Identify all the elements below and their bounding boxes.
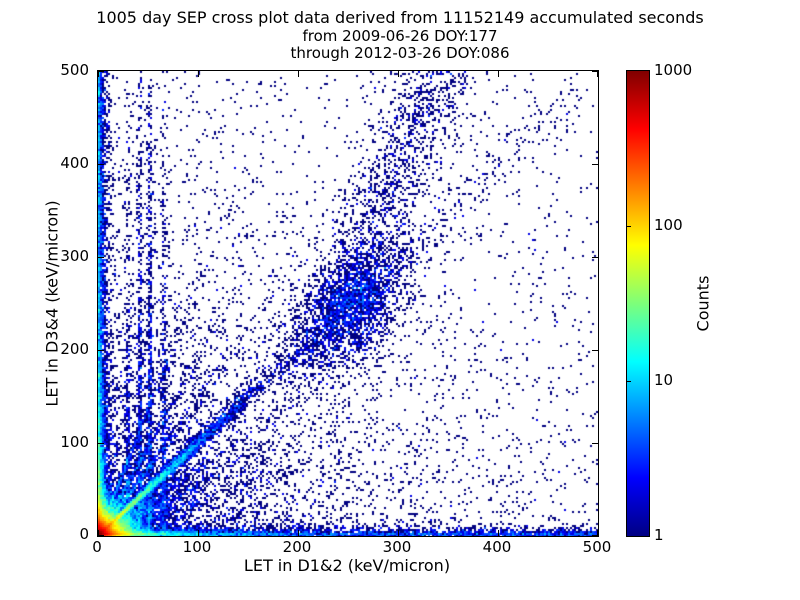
x-axis-label: LET in D1&2 (keV/micron) [243, 556, 451, 575]
x-tick-label: 0 [92, 538, 102, 556]
chart-subtitle-from: from 2009-06-26 DOY:177 [302, 27, 498, 45]
x-tick-label: 400 [482, 538, 512, 556]
tick-mark [592, 350, 598, 351]
colorbar [626, 70, 650, 537]
x-tick-label: 200 [282, 538, 312, 556]
tick-mark [597, 530, 598, 536]
tick-mark [592, 71, 598, 72]
x-tick-label: 100 [182, 538, 212, 556]
x-tick-label: 500 [582, 538, 612, 556]
tick-mark [98, 71, 104, 72]
tick-mark [298, 71, 299, 77]
tick-mark [592, 535, 598, 536]
tick-mark [98, 535, 104, 536]
tick-mark [592, 443, 598, 444]
tick-mark [98, 350, 104, 351]
colorbar-tick-label: 1 [654, 526, 664, 544]
y-tick-label: 0 [79, 525, 89, 543]
y-tick-label: 400 [60, 154, 89, 172]
tick-mark [498, 530, 499, 536]
tick-mark [597, 71, 598, 77]
y-tick-label: 500 [60, 61, 89, 79]
colorbar-tick-label: 100 [654, 216, 683, 234]
tick-mark [98, 530, 99, 536]
tick-mark [398, 530, 399, 536]
chart-title: 1005 day SEP cross plot data derived fro… [96, 8, 704, 27]
x-tick-label: 300 [382, 538, 412, 556]
tick-mark [298, 530, 299, 536]
tick-mark [98, 164, 104, 165]
colorbar-tick-mark [627, 381, 631, 382]
y-tick-label: 300 [60, 247, 89, 265]
colorbar-tick-label: 1000 [654, 61, 693, 79]
tick-mark [198, 530, 199, 536]
colorbar-label: Counts [693, 275, 713, 332]
tick-mark [498, 71, 499, 77]
tick-mark [198, 71, 199, 77]
chart-subtitle-through: through 2012-03-26 DOY:086 [290, 44, 510, 62]
colorbar-tick-mark [627, 226, 631, 227]
colorbar-tick-label: 10 [654, 371, 674, 389]
tick-mark [398, 71, 399, 77]
tick-mark [98, 257, 104, 258]
tick-mark [592, 164, 598, 165]
y-tick-label: 100 [60, 433, 89, 451]
tick-mark [98, 443, 104, 444]
y-tick-label: 200 [60, 340, 89, 358]
scatter-heatmap-canvas [98, 71, 598, 536]
plot-area [97, 70, 599, 537]
y-axis-label: LET in D3&4 (keV/micron) [42, 200, 62, 407]
tick-mark [592, 257, 598, 258]
tick-mark [98, 71, 99, 77]
